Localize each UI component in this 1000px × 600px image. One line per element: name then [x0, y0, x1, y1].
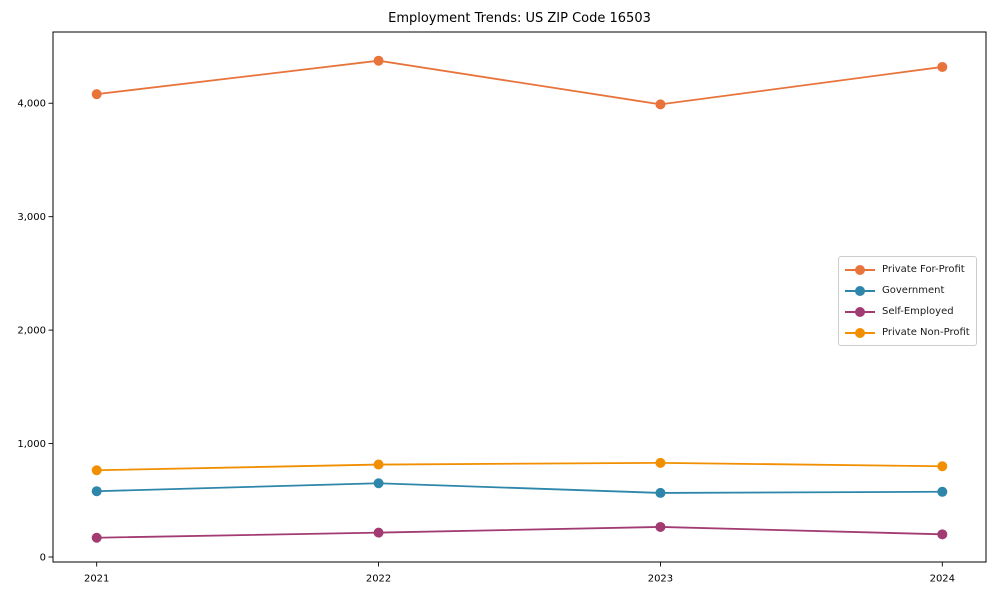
data-point — [655, 457, 666, 468]
data-point — [373, 527, 384, 538]
data-point — [91, 532, 102, 543]
legend-line-dot-icon — [845, 285, 875, 296]
data-point — [91, 465, 102, 476]
chart-title: Employment Trends: US ZIP Code 16503 — [388, 11, 651, 26]
legend-line-dot-icon — [845, 264, 875, 275]
y-axis-tick-label: 1,000 — [17, 439, 46, 450]
y-axis-tick-label: 3,000 — [17, 212, 46, 223]
data-point — [655, 487, 666, 498]
data-point — [937, 61, 948, 72]
legend-line-dot-icon — [845, 327, 875, 338]
legend-label: Government — [882, 285, 945, 296]
legend-item: Government — [845, 280, 972, 301]
y-axis-tick-label: 4,000 — [17, 99, 46, 110]
series-line-self-employed — [96, 526, 943, 539]
legend-item: Self-Employed — [845, 301, 972, 322]
x-axis-tick-label: 2023 — [648, 574, 673, 585]
legend-label: Private Non-Profit — [882, 327, 970, 338]
data-point — [373, 55, 384, 66]
series-line-private-for-profit — [96, 59, 943, 106]
data-point — [655, 99, 666, 110]
x-axis-tick-label: 2021 — [84, 574, 109, 585]
data-point — [655, 521, 666, 532]
data-point — [937, 529, 948, 540]
legend: Private For-Profit Government Self-Employe… — [838, 256, 977, 346]
legend-label: Private For-Profit — [882, 264, 965, 275]
legend-item: Private Non-Profit — [845, 322, 972, 343]
data-point — [373, 478, 384, 489]
y-axis-tick-label: 2,000 — [17, 326, 46, 337]
data-point — [937, 461, 948, 472]
data-point — [91, 89, 102, 100]
plot-border — [52, 31, 987, 563]
series-line-government — [96, 482, 943, 494]
legend-line-dot-icon — [845, 306, 875, 317]
legend-label: Self-Employed — [882, 306, 954, 317]
legend-item: Private For-Profit — [845, 259, 972, 280]
x-axis-tick-label: 2022 — [366, 574, 391, 585]
x-axis-tick-label: 2024 — [930, 574, 955, 585]
series-line-private-non-profit — [96, 461, 943, 472]
data-point — [937, 486, 948, 497]
data-point — [91, 486, 102, 497]
data-point — [373, 459, 384, 470]
y-axis-tick-label: 0 — [40, 553, 46, 564]
